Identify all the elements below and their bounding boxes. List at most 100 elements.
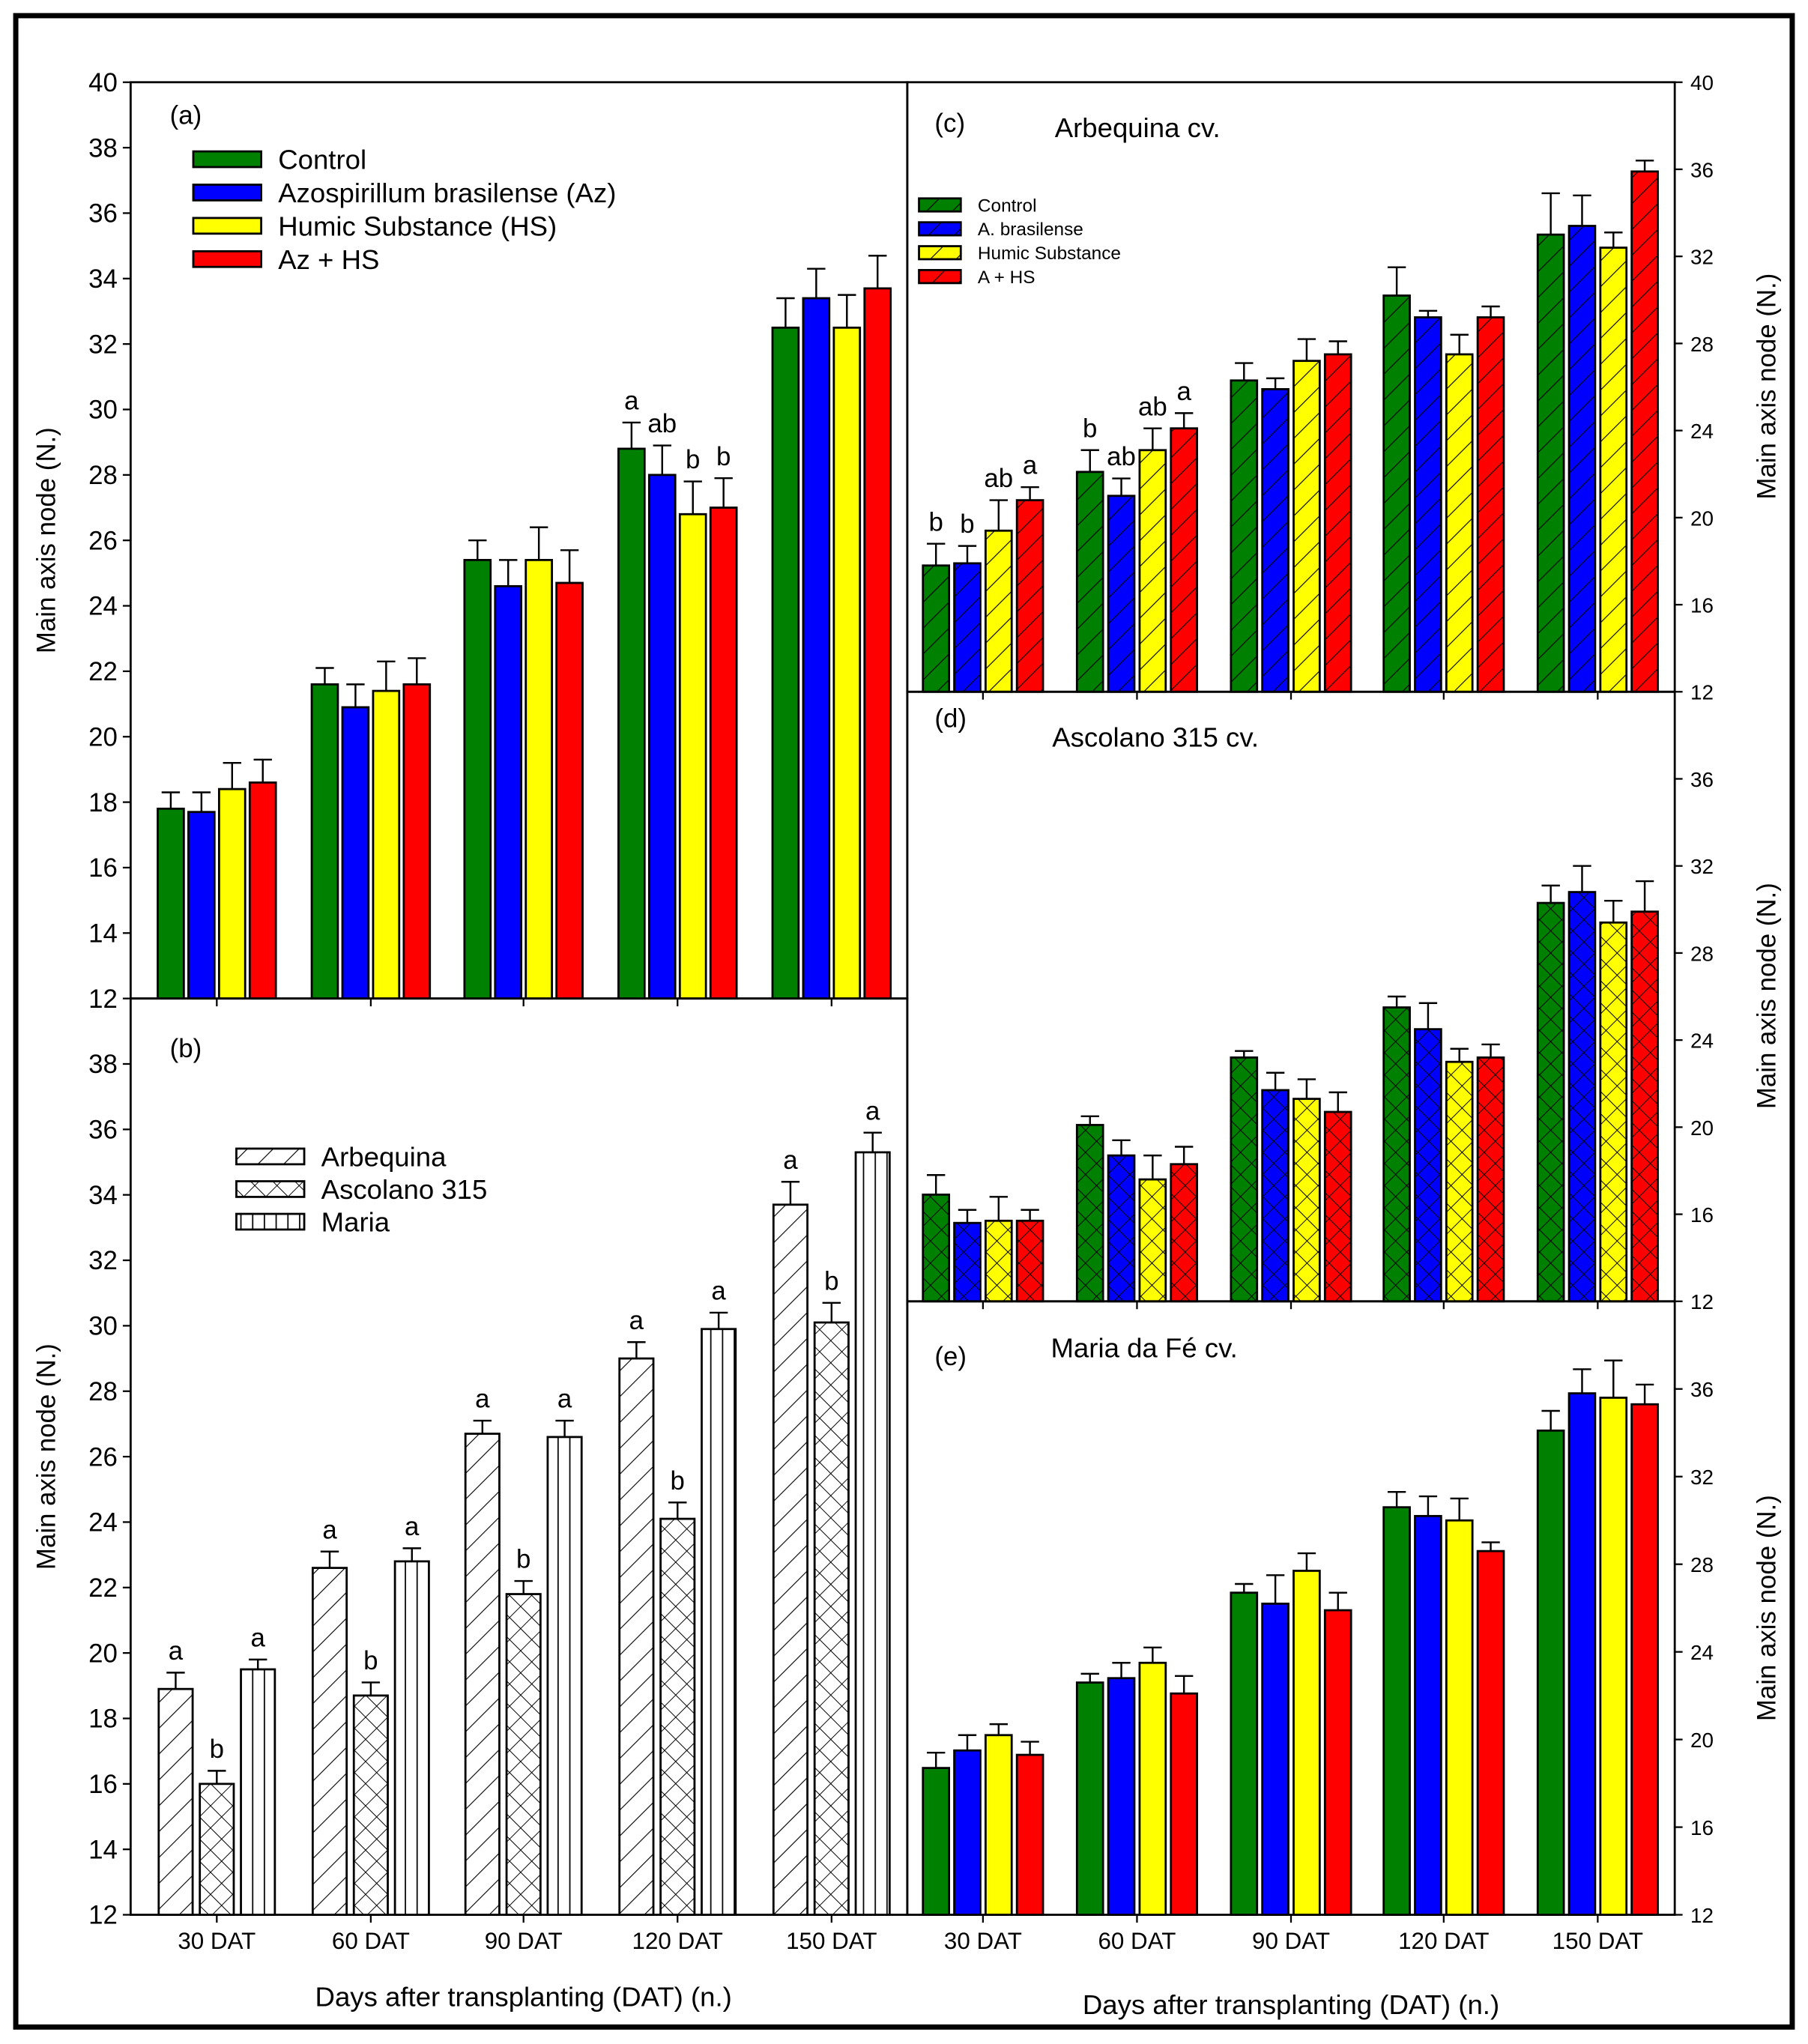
panel-label: (a)	[170, 100, 202, 130]
bar	[495, 586, 521, 999]
y-tick-label: 24	[1690, 1029, 1714, 1053]
x-axis-label: Days after transplanting (DAT) (n.)	[315, 1981, 732, 2012]
y-tick-label: 28	[1690, 942, 1714, 965]
bar	[1415, 1516, 1442, 1915]
bar-hatch	[1631, 171, 1658, 692]
bar-hatch	[922, 565, 949, 692]
significance-letter: a	[865, 1096, 880, 1125]
bar	[1230, 1592, 1257, 1915]
y-tick-label: 22	[88, 657, 118, 686]
bar	[680, 514, 707, 999]
legend-swatch-outline	[192, 184, 262, 202]
significance-letter: b	[686, 445, 700, 474]
y-tick-label: 40	[88, 68, 118, 97]
bar-hatch	[1415, 317, 1442, 692]
panel-title: Maria da Fé cv.	[1050, 1333, 1237, 1364]
bar	[188, 811, 215, 999]
legend-swatch-hatch	[919, 270, 961, 283]
bar-hatch	[241, 1669, 275, 1915]
legend-swatch	[193, 151, 261, 167]
bar-hatch	[1538, 235, 1564, 692]
bar-hatch	[1446, 354, 1473, 692]
y-tick-label: 26	[88, 1442, 118, 1472]
legend-swatch	[193, 217, 261, 234]
y-tick-label: 12	[1690, 1290, 1714, 1313]
significance-letter: ab	[1138, 392, 1167, 421]
y-axis-label: Main axis node (N.)	[1752, 1495, 1781, 1721]
panel-d: 12 16 20 24 28 32 36 Main axis node (N.) (d) Asco…	[906, 690, 1781, 1313]
bar-hatch	[985, 530, 1012, 692]
bar-hatch	[1262, 1089, 1289, 1301]
bar-hatch	[701, 1328, 736, 1915]
legend-swatch-outline	[235, 1180, 306, 1198]
bar	[985, 1735, 1012, 1915]
y-tick-label: 20	[88, 1639, 118, 1668]
significance-letter: b	[363, 1646, 378, 1675]
legend-label: Humic Substance	[978, 244, 1121, 264]
y-tick-label: 32	[1690, 1466, 1714, 1489]
bar-hatch	[1170, 1164, 1197, 1301]
legend-label: Control	[278, 145, 366, 175]
bar-hatch	[1383, 1007, 1410, 1301]
y-tick-label: 36	[88, 1116, 118, 1145]
bar	[772, 327, 799, 999]
significance-letter: b	[928, 507, 943, 536]
bar	[1383, 1507, 1410, 1915]
y-tick-label: 32	[88, 330, 118, 359]
y-tick-label: 36	[88, 199, 118, 229]
significance-letter: b	[671, 1466, 685, 1496]
significance-letter: b	[210, 1735, 224, 1764]
legend-swatch-outline	[918, 269, 962, 285]
panel-title: Arbequina cv.	[1055, 112, 1221, 143]
legend-label: Arbequina	[321, 1142, 447, 1173]
bar-hatch	[1017, 500, 1044, 692]
y-axis-label: Main axis node (N.)	[31, 1343, 61, 1570]
bar-hatch	[1569, 226, 1595, 692]
legend-label: Ascolano 315	[321, 1174, 488, 1205]
y-tick-label: 28	[1690, 1553, 1714, 1576]
x-axis-label: Days after transplanting (DAT) (n.)	[1083, 1989, 1499, 2020]
bar	[1293, 1570, 1320, 1915]
y-tick-label: 28	[1690, 333, 1714, 356]
x-tick-label: 90 DAT	[1252, 1928, 1330, 1954]
x-tick-label: 150 DAT	[1552, 1928, 1643, 1954]
legend-swatch-outline	[918, 245, 962, 261]
y-tick-label: 16	[88, 853, 118, 883]
bar-hatch	[1139, 450, 1166, 692]
y-tick-label: 38	[88, 133, 118, 163]
bar-outline	[1261, 1602, 1290, 1916]
x-tick-label: 90 DAT	[485, 1928, 563, 1954]
bar	[802, 298, 829, 999]
y-tick-label: 18	[88, 1705, 118, 1734]
bar	[954, 1750, 981, 1915]
y-tick-label: 34	[88, 1181, 118, 1210]
y-tick-label: 14	[88, 919, 118, 948]
bar	[312, 684, 338, 999]
significance-letter: a	[1023, 451, 1038, 480]
bar	[1262, 1603, 1289, 1915]
panel-label: (b)	[170, 1034, 202, 1063]
bar	[403, 684, 430, 999]
bar-hatch	[1415, 1029, 1442, 1301]
significance-letter: b	[960, 510, 974, 539]
legend-swatch-hatch	[919, 246, 961, 259]
legend-label: Control	[978, 196, 1037, 216]
bar	[1170, 1693, 1197, 1915]
y-tick-label: 16	[1690, 594, 1714, 617]
y-tick-label: 24	[1690, 420, 1714, 443]
significance-letter: b	[516, 1545, 530, 1574]
bar-hatch	[1230, 1057, 1257, 1301]
y-tick-label: 28	[88, 461, 118, 490]
significance-letter: a	[711, 1277, 726, 1306]
bar-hatch	[312, 1567, 347, 1915]
y-tick-label: 20	[1690, 1729, 1714, 1752]
legend-label: A. brasilense	[978, 220, 1083, 240]
legend-swatch-outline	[918, 197, 962, 213]
bar-hatch	[1262, 389, 1289, 692]
bar	[1139, 1663, 1166, 1915]
y-tick-label: 36	[1690, 1378, 1714, 1401]
legend-label: Humic Substance (HS)	[278, 211, 557, 242]
y-tick-label: 38	[88, 1050, 118, 1079]
